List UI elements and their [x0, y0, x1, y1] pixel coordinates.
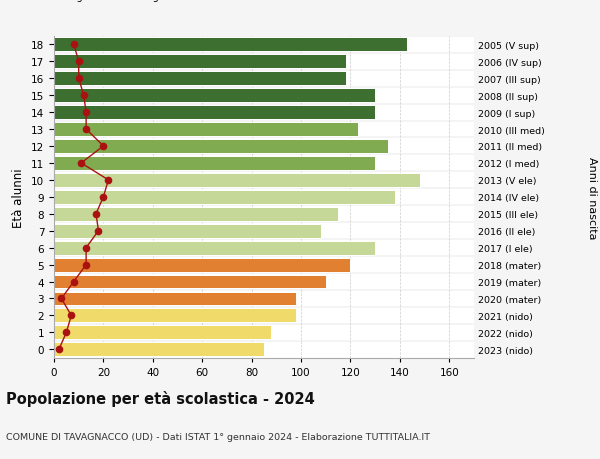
Bar	[54, 106, 375, 120]
Text: Popolazione per età scolastica - 2024: Popolazione per età scolastica - 2024	[6, 390, 315, 406]
Bar	[54, 342, 264, 357]
Bar	[54, 72, 346, 86]
Y-axis label: Età alunni: Età alunni	[13, 168, 25, 227]
Bar	[54, 55, 346, 69]
Bar	[54, 174, 419, 187]
Bar	[54, 140, 388, 154]
Bar	[54, 157, 375, 170]
Bar	[54, 224, 321, 238]
Bar	[54, 326, 271, 340]
Bar	[54, 190, 395, 204]
Bar	[54, 258, 350, 272]
Legend: Sec. II grado, Sec. I grado, Scuola Primaria, Scuola Infanzia, Asilo Nido, Stran: Sec. II grado, Sec. I grado, Scuola Prim…	[31, 0, 497, 2]
Text: COMUNE DI TAVAGNACCO (UD) - Dati ISTAT 1° gennaio 2024 - Elaborazione TUTTITALIA: COMUNE DI TAVAGNACCO (UD) - Dati ISTAT 1…	[6, 431, 430, 441]
Bar	[54, 241, 375, 255]
Bar	[54, 275, 326, 289]
Bar	[54, 207, 338, 221]
Text: Anni di nascita: Anni di nascita	[587, 156, 597, 239]
Bar	[54, 123, 358, 137]
Bar	[54, 38, 407, 52]
Bar	[54, 89, 375, 103]
Bar	[54, 292, 296, 306]
Bar	[54, 309, 296, 323]
